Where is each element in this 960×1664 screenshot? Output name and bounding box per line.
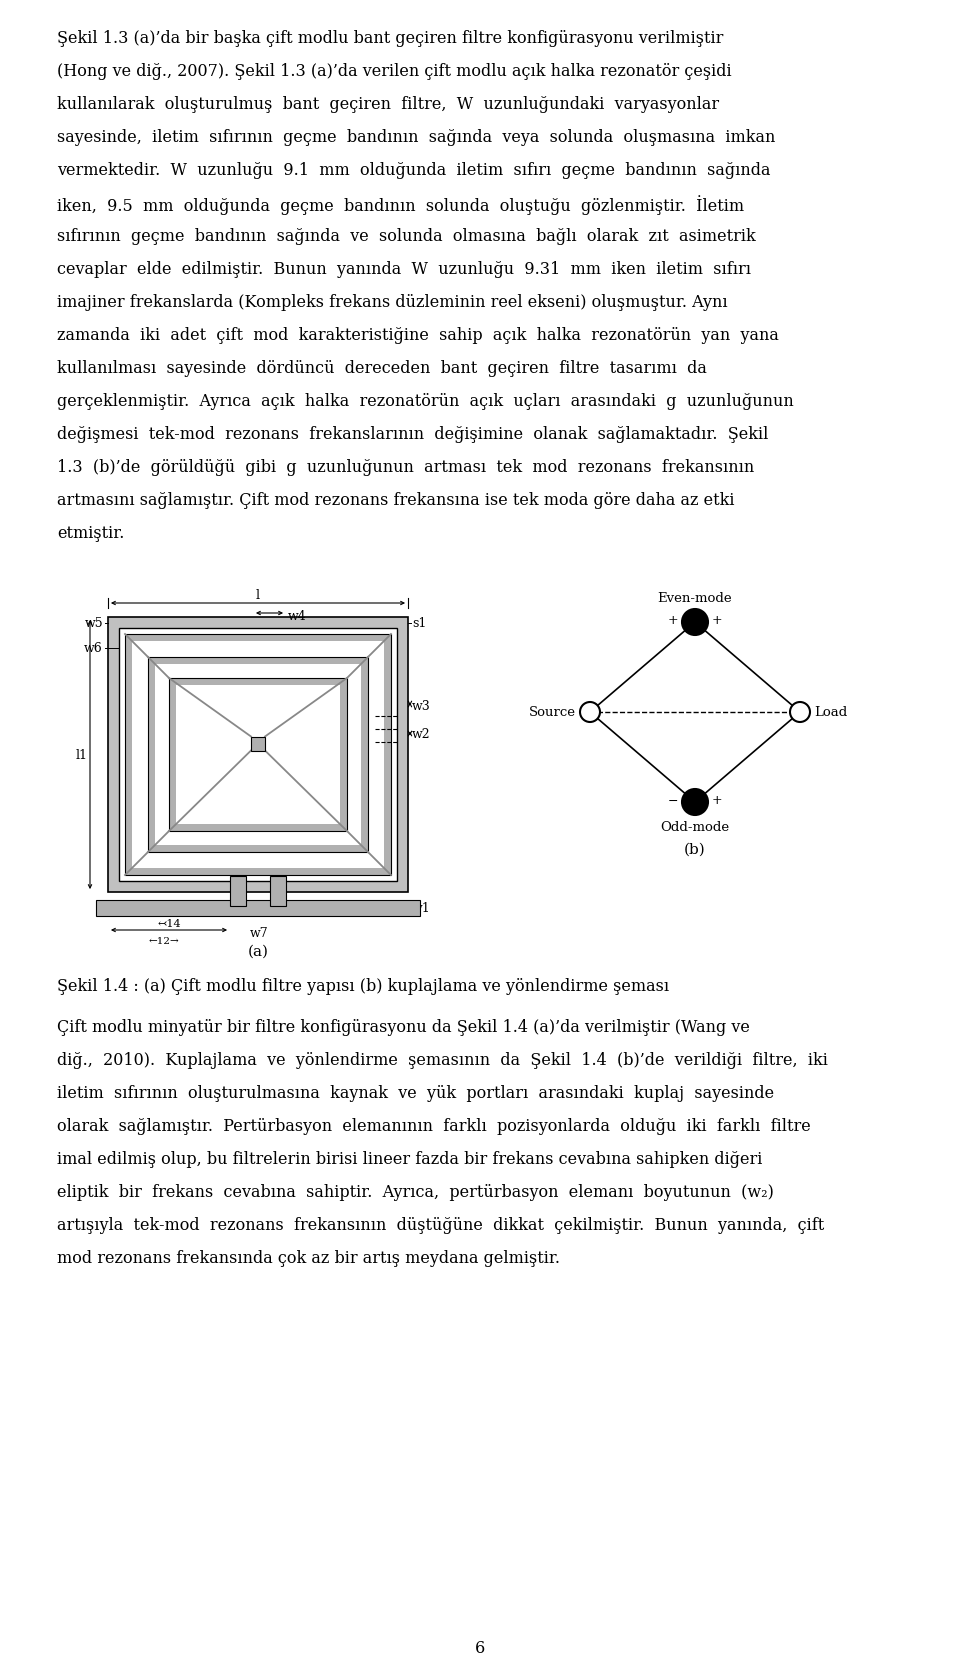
Bar xyxy=(148,657,368,852)
Text: w5: w5 xyxy=(84,617,103,629)
Bar xyxy=(270,877,286,907)
Text: iken,  9.5  mm  olduğunda  geçme  bandının  solunda  oluştuğu  gözlenmiştir.  İl: iken, 9.5 mm olduğunda geçme bandının so… xyxy=(57,195,744,215)
Text: +: + xyxy=(711,794,722,807)
Text: cevaplar  elde  edilmiştir.  Bunun  yanında  W  uzunluğu  9.31  mm  iken  iletim: cevaplar elde edilmiştir. Bunun yanında … xyxy=(57,261,751,278)
Text: +: + xyxy=(668,614,679,627)
Text: iletim  sıfırının  oluşturulmasına  kaynak  ve  yük  portları  arasındaki  kupla: iletim sıfırının oluşturulmasına kaynak … xyxy=(57,1085,774,1102)
Text: +: + xyxy=(711,614,722,627)
Text: d: d xyxy=(268,754,276,765)
Text: imajiner frekanslarda (Kompleks frekans düzleminin reel ekseni) oluşmuştur. Aynı: imajiner frekanslarda (Kompleks frekans … xyxy=(57,295,728,311)
Text: zamanda  iki  adet  çift  mod  karakteristiğine  sahip  açık  halka  rezonatörün: zamanda iki adet çift mod karakteristiği… xyxy=(57,326,779,344)
Text: −: − xyxy=(668,794,679,807)
Text: etmiştir.: etmiştir. xyxy=(57,524,125,542)
Text: w1: w1 xyxy=(412,902,431,915)
Text: artışıyla  tek-mod  rezonans  frekansının  düştüğüne  dikkat  çekilmiştir.  Bunu: artışıyla tek-mod rezonans frekansının d… xyxy=(57,1216,825,1233)
Text: (b): (b) xyxy=(684,842,706,857)
Text: w7: w7 xyxy=(250,927,269,940)
Text: sıfırının  geçme  bandının  sağında  ve  solunda  olmasına  bağlı  olarak  zıt  : sıfırının geçme bandının sağında ve solu… xyxy=(57,228,756,245)
Text: imal edilmiş olup, bu filtrelerin birisi lineer fazda bir frekans cevabına sahip: imal edilmiş olup, bu filtrelerin birisi… xyxy=(57,1150,762,1168)
Text: w4: w4 xyxy=(288,609,307,622)
Bar xyxy=(125,634,391,875)
Bar xyxy=(169,679,347,832)
Text: Source: Source xyxy=(529,706,576,719)
Bar xyxy=(230,877,246,907)
Bar xyxy=(119,629,397,882)
Text: Çift modlu minyatür bir filtre konfigürasyonu da Şekil 1.4 (a)’da verilmiştir (W: Çift modlu minyatür bir filtre konfigüra… xyxy=(57,1018,750,1035)
Circle shape xyxy=(580,702,600,722)
Text: sayesinde,  iletim  sıfırının  geçme  bandının  sağında  veya  solunda  oluşması: sayesinde, iletim sıfırının geçme bandın… xyxy=(57,128,776,146)
Text: eliptik  bir  frekans  cevabına  sahiptir.  Ayrıca,  pertürbasyon  elemanı  boyu: eliptik bir frekans cevabına sahiptir. A… xyxy=(57,1183,774,1200)
Text: 1.3  (b)’de  görüldüğü  gibi  g  uzunluğunun  artması  tek  mod  rezonans  freka: 1.3 (b)’de görüldüğü gibi g uzunluğunun … xyxy=(57,459,755,476)
Text: (a): (a) xyxy=(248,945,269,958)
Text: Şekil 1.3 (a)’da bir başka çift modlu bant geçiren filtre konfigürasyonu verilmi: Şekil 1.3 (a)’da bir başka çift modlu ba… xyxy=(57,30,724,47)
Text: mod rezonans frekansında çok az bir artış meydana gelmiştir.: mod rezonans frekansında çok az bir artı… xyxy=(57,1250,560,1266)
Text: kullanılarak  oluşturulmuş  bant  geçiren  filtre,  W  uzunluğundaki  varyasyonl: kullanılarak oluşturulmuş bant geçiren f… xyxy=(57,97,719,113)
Circle shape xyxy=(682,789,708,815)
Text: Odd-mode: Odd-mode xyxy=(660,820,730,834)
Text: Even-mode: Even-mode xyxy=(658,592,732,604)
Text: ↢14: ↢14 xyxy=(157,919,180,929)
Bar xyxy=(155,664,361,845)
Text: Load: Load xyxy=(814,706,848,719)
Text: gerçeklenmiştir.  Ayrıca  açık  halka  rezonatörün  açık  uçları  arasındaki  g : gerçeklenmiştir. Ayrıca açık halka rezon… xyxy=(57,393,794,409)
Text: Şekil 1.4 : (a) Çift modlu filtre yapısı (b) kuplajlama ve yönlendirme şeması: Şekil 1.4 : (a) Çift modlu filtre yapısı… xyxy=(57,977,669,995)
Text: 6: 6 xyxy=(475,1639,485,1656)
Text: kullanılması  sayesinde  dördüncü  dereceden  bant  geçiren  filtre  tasarımı  d: kullanılması sayesinde dördüncü derecede… xyxy=(57,359,707,376)
Bar xyxy=(132,642,384,869)
Text: w6: w6 xyxy=(84,642,103,656)
Circle shape xyxy=(682,609,708,636)
Text: (Hong ve diğ., 2007). Şekil 1.3 (a)’da verilen çift modlu açık halka rezonatör ç: (Hong ve diğ., 2007). Şekil 1.3 (a)’da v… xyxy=(57,63,732,80)
Text: değişmesi  tek-mod  rezonans  frekanslarının  değişimine  olanak  sağlamaktadır.: değişmesi tek-mod rezonans frekanslarını… xyxy=(57,426,768,443)
Bar xyxy=(251,737,265,750)
Circle shape xyxy=(790,702,810,722)
Bar xyxy=(176,686,340,824)
Text: s1: s1 xyxy=(412,617,426,629)
Text: w2: w2 xyxy=(412,727,431,740)
Text: olarak  sağlamıştır.  Pertürbasyon  elemanının  farklı  pozisyonlarda  olduğu  i: olarak sağlamıştır. Pertürbasyon elemanı… xyxy=(57,1117,811,1135)
Text: ←12→: ←12→ xyxy=(149,937,180,945)
Text: l: l xyxy=(256,589,260,602)
Text: artmasını sağlamıştır. Çift mod rezonans frekansına ise tek moda göre daha az et: artmasını sağlamıştır. Çift mod rezonans… xyxy=(57,491,734,509)
Bar xyxy=(96,900,420,917)
Text: l1: l1 xyxy=(76,749,88,762)
Text: w3: w3 xyxy=(412,699,431,712)
Text: vermektedir.  W  uzunluğu  9.1  mm  olduğunda  iletim  sıfırı  geçme  bandının  : vermektedir. W uzunluğu 9.1 mm olduğunda… xyxy=(57,161,771,180)
Bar xyxy=(108,617,408,892)
Text: diğ.,  2010).  Kuplajlama  ve  yönlendirme  şemasının  da  Şekil  1.4  (b)’de  v: diğ., 2010). Kuplajlama ve yönlendirme ş… xyxy=(57,1052,828,1068)
